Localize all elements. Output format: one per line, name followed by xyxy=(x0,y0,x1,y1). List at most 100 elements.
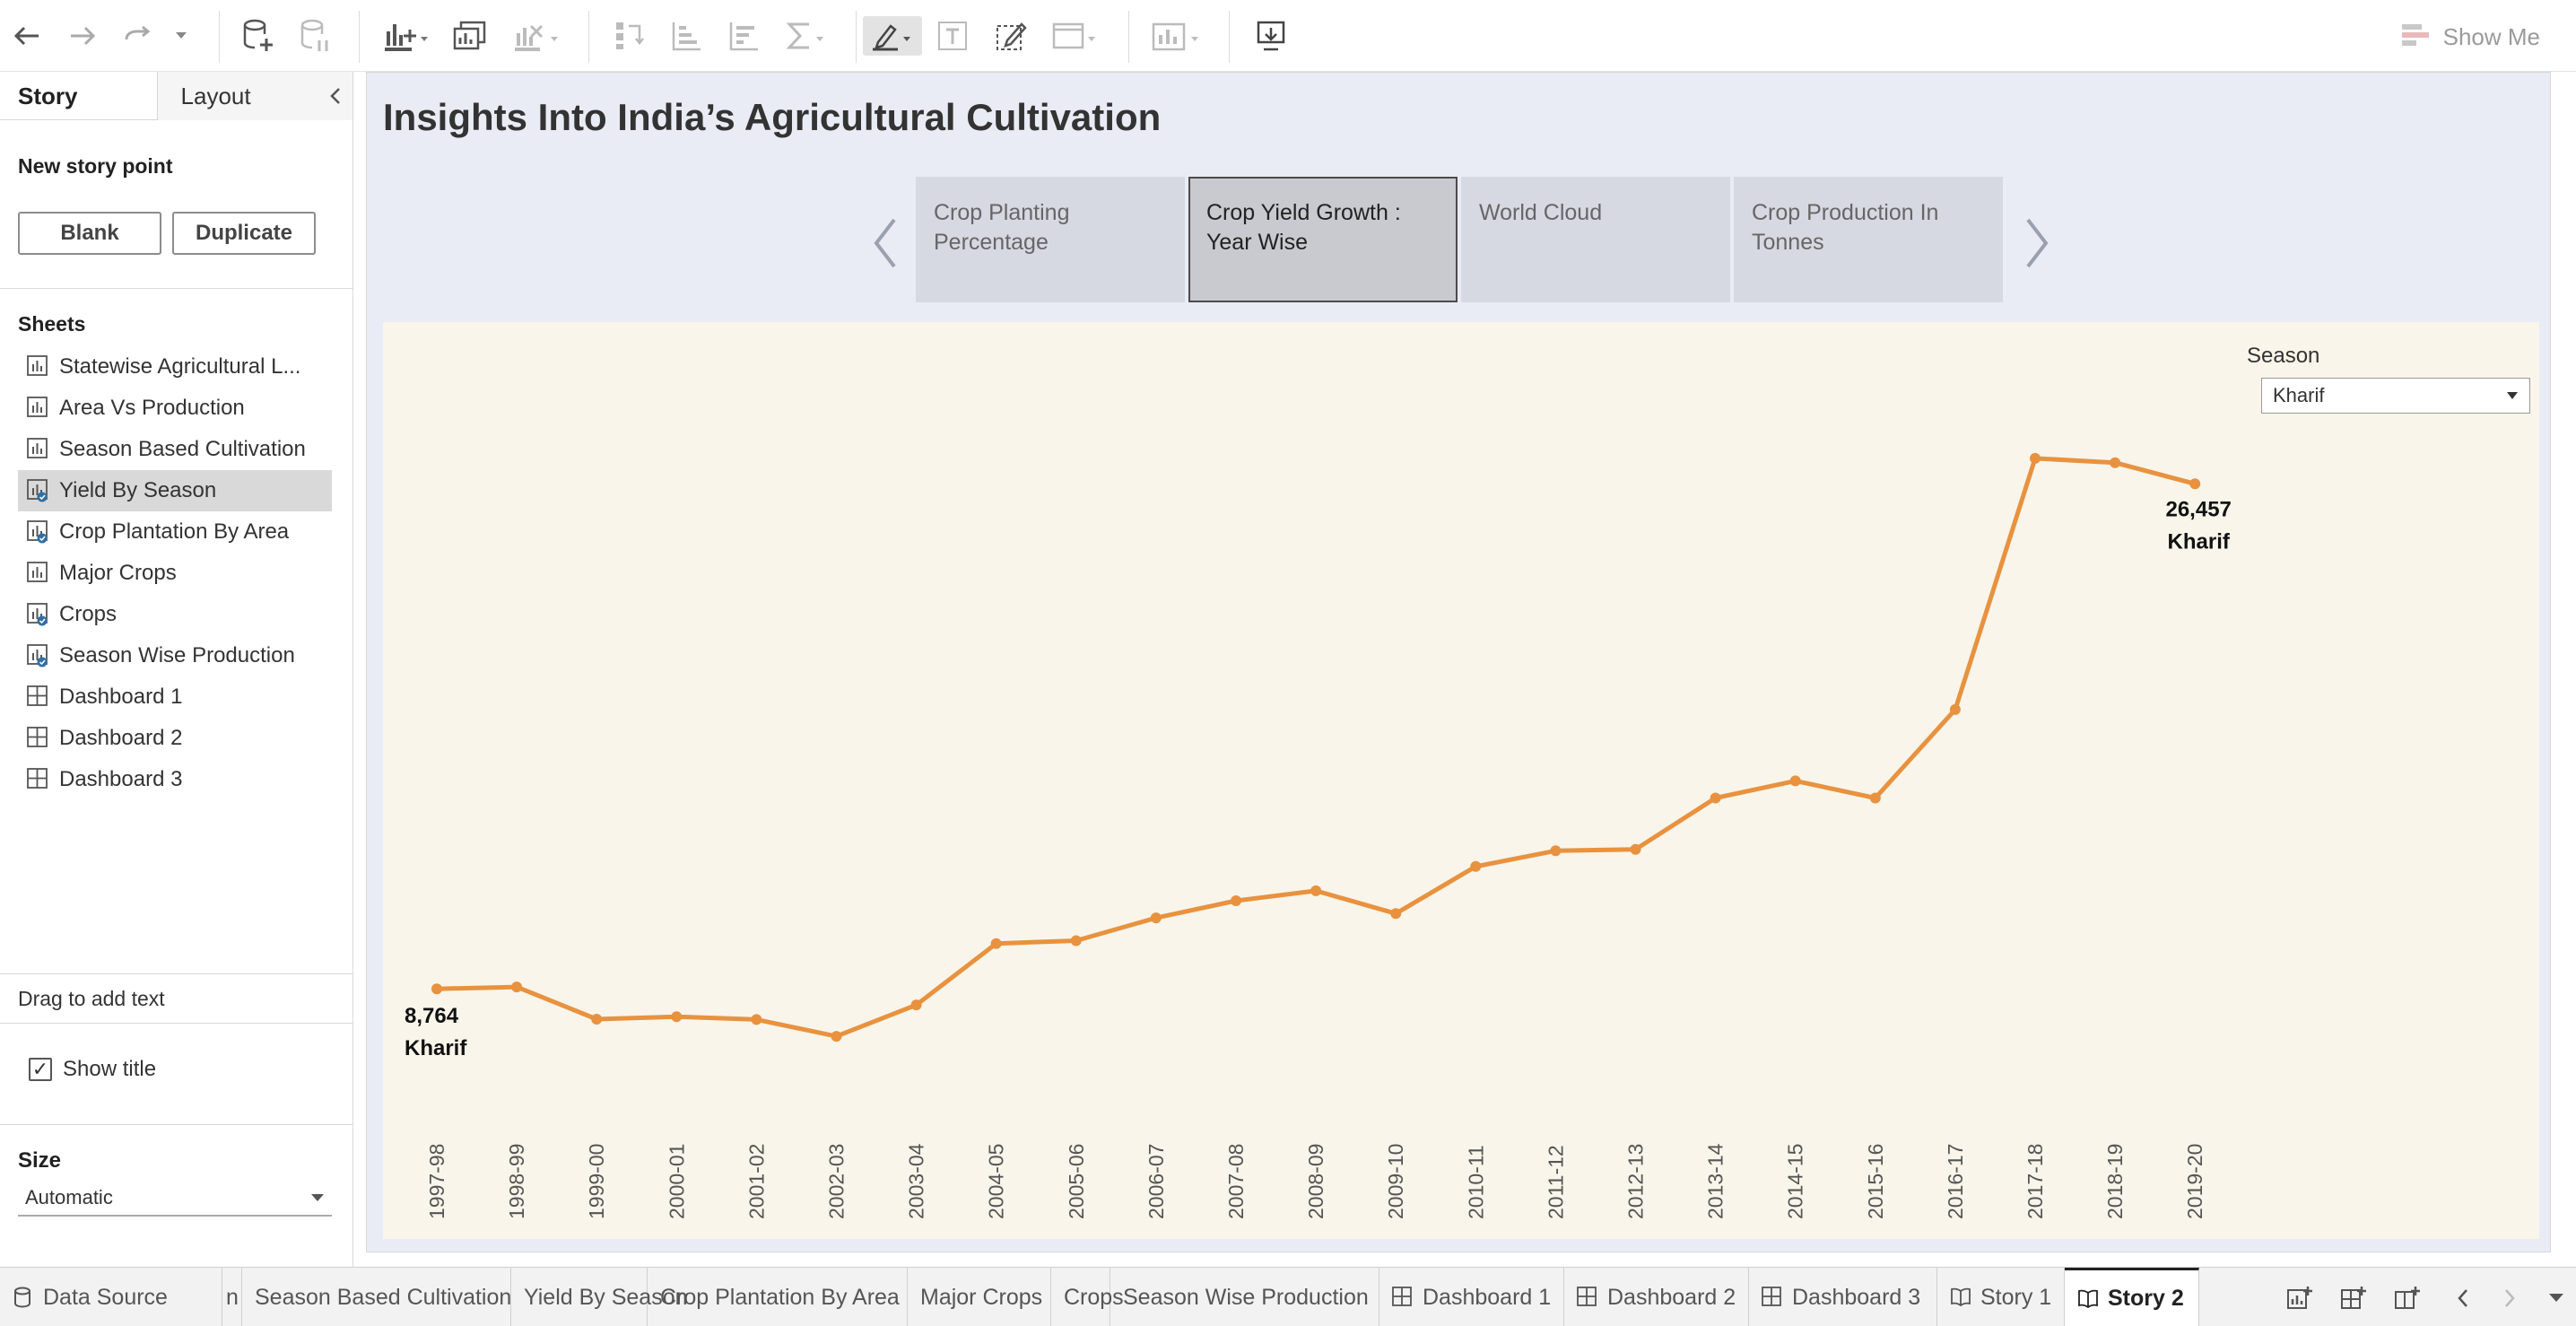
tab-layout[interactable]: Layout xyxy=(157,72,352,120)
new-story-tab-icon[interactable] xyxy=(2393,1284,2422,1313)
story-point-tab[interactable]: Crop Planting Percentage xyxy=(916,177,1185,302)
sheet-tab[interactable]: Dashboard 1 xyxy=(1379,1268,1564,1326)
duplicate-button[interactable]: Duplicate xyxy=(172,212,316,255)
story-point-tab[interactable]: World Cloud xyxy=(1461,177,1730,302)
sheet-tab[interactable]: Major Crops xyxy=(908,1268,1051,1326)
sheet-tab[interactable]: Story 1 xyxy=(1937,1268,2065,1326)
data-point[interactable] xyxy=(1550,845,1562,857)
scroll-tabs-right-icon[interactable] xyxy=(2495,1284,2524,1313)
tabs-menu-icon[interactable] xyxy=(2542,1284,2571,1313)
data-point[interactable] xyxy=(2110,457,2121,468)
sheet-tab[interactable]: n xyxy=(222,1268,242,1326)
data-point[interactable] xyxy=(511,981,523,993)
sheet-item-label: Area Vs Production xyxy=(59,396,245,420)
sheet-item[interactable]: Statewise Agricultural L... xyxy=(18,346,332,388)
sheet-tab-label: Dashboard 3 xyxy=(1792,1284,1921,1310)
scroll-tabs-left-icon[interactable] xyxy=(2449,1284,2477,1313)
blank-button[interactable]: Blank xyxy=(18,212,161,255)
data-point[interactable] xyxy=(431,983,442,995)
sheet-item[interactable]: Season Based Cultivation xyxy=(18,429,332,470)
sheet-tab[interactable]: Data Source xyxy=(0,1268,222,1326)
sort-descending-icon[interactable] xyxy=(725,16,764,56)
data-point[interactable] xyxy=(2189,478,2201,490)
sheet-item[interactable]: Crop Plantation By Area xyxy=(18,511,332,553)
show-title-toggle[interactable]: ✓ Show title xyxy=(29,1057,156,1082)
new-worksheet-icon[interactable] xyxy=(379,16,431,56)
sheet-tab[interactable]: Season Wise Production xyxy=(1110,1268,1379,1326)
forward-arrow-icon[interactable] xyxy=(65,16,100,56)
clear-sheet-icon[interactable] xyxy=(509,16,563,56)
fit-dropdown-icon[interactable] xyxy=(1048,16,1103,56)
swap-rows-columns-icon[interactable] xyxy=(610,16,649,56)
collapse-pane-icon[interactable] xyxy=(329,86,342,106)
series-line-kharif xyxy=(436,456,2196,1039)
new-worksheet-tab-icon[interactable] xyxy=(2285,1284,2314,1313)
present-mode-icon[interactable] xyxy=(1249,16,1293,56)
data-point[interactable] xyxy=(671,1011,683,1023)
data-point[interactable] xyxy=(1390,908,1402,920)
next-story-point-arrow[interactable] xyxy=(2019,207,2055,279)
sheet-item[interactable]: Dashboard 2 xyxy=(18,718,332,759)
sheet-item-label: Season Based Cultivation xyxy=(59,437,306,461)
highlight-pen-icon[interactable] xyxy=(863,16,922,56)
new-dashboard-tab-icon[interactable] xyxy=(2339,1284,2368,1313)
sheet-tab-label: Story 1 xyxy=(1980,1284,2052,1310)
sheet-tab[interactable]: Crop Plantation By Area xyxy=(648,1268,908,1326)
show-title-checkbox[interactable]: ✓ xyxy=(29,1058,52,1081)
data-point[interactable] xyxy=(1710,792,1721,804)
sheet-item[interactable]: Area Vs Production xyxy=(18,388,332,429)
data-point[interactable] xyxy=(591,1014,603,1025)
back-arrow-icon[interactable] xyxy=(9,16,45,56)
show-me-button[interactable]: Show Me xyxy=(2400,20,2540,54)
sheet-tab[interactable]: Dashboard 2 xyxy=(1564,1268,1749,1326)
data-point[interactable] xyxy=(2030,452,2041,464)
data-point[interactable] xyxy=(1789,775,1801,787)
sheet-tab[interactable]: Yield By Season xyxy=(511,1268,688,1326)
pause-data-icon[interactable] xyxy=(296,16,335,56)
data-point[interactable] xyxy=(1869,792,1881,804)
season-filter-dropdown[interactable]: Kharif xyxy=(2261,378,2530,414)
sheet-item[interactable]: Crops xyxy=(18,594,332,635)
show-labels-icon[interactable] xyxy=(1148,16,1207,56)
story-point-tab[interactable]: Crop Production In Tonnes xyxy=(1734,177,2003,302)
sheet-item[interactable]: Yield By Season xyxy=(18,470,332,511)
tab-story[interactable]: Story xyxy=(0,72,158,120)
data-point[interactable] xyxy=(751,1014,762,1025)
totals-sigma-icon[interactable] xyxy=(782,16,832,56)
chevron-down-icon[interactable] xyxy=(172,16,190,56)
sheet-item[interactable]: Dashboard 1 xyxy=(18,676,332,718)
data-point[interactable] xyxy=(1231,895,1241,906)
sheet-tab[interactable]: Story 2 xyxy=(2065,1268,2199,1326)
data-point[interactable] xyxy=(990,938,1002,949)
sheet-tab[interactable]: Dashboard 3 xyxy=(1749,1268,1937,1326)
x-tick-label: 2011-12 xyxy=(1544,1145,1567,1219)
redo-icon[interactable] xyxy=(120,16,156,56)
sheet-item[interactable]: Major Crops xyxy=(18,553,332,594)
drag-to-add-text[interactable]: Drag to add text xyxy=(18,987,165,1010)
data-point[interactable] xyxy=(1470,860,1482,872)
sheet-item-label: Dashboard 3 xyxy=(59,767,183,791)
sheet-tab-label: Crop Plantation By Area xyxy=(660,1284,900,1310)
sort-ascending-icon[interactable] xyxy=(667,16,707,56)
sheet-tab[interactable]: Season Based Cultivation xyxy=(242,1268,511,1326)
data-point[interactable] xyxy=(1150,912,1162,924)
sheet-item[interactable]: Dashboard 3 xyxy=(18,759,332,800)
previous-story-point-arrow[interactable] xyxy=(867,207,903,279)
dashboard-icon xyxy=(1392,1287,1414,1308)
sheet-tab-label: Crops xyxy=(1064,1284,1124,1310)
x-tick-label: 2018-19 xyxy=(2103,1144,2127,1219)
sheet-item[interactable]: Season Wise Production xyxy=(18,635,332,676)
size-dropdown[interactable]: Automatic xyxy=(18,1181,332,1217)
new-data-source-icon[interactable] xyxy=(239,16,278,56)
data-point[interactable] xyxy=(910,999,922,1011)
data-point[interactable] xyxy=(831,1031,842,1042)
duplicate-sheet-icon[interactable] xyxy=(450,16,490,56)
data-point[interactable] xyxy=(1310,885,1322,896)
data-point[interactable] xyxy=(1949,703,1961,715)
format-workbook-icon[interactable] xyxy=(992,16,1031,56)
data-point[interactable] xyxy=(1070,935,1082,947)
sheet-tab[interactable]: Crops xyxy=(1051,1268,1124,1326)
text-label-icon[interactable] xyxy=(933,16,972,56)
data-point[interactable] xyxy=(1630,843,1641,855)
story-point-tab[interactable]: Crop Yield Growth : Year Wise xyxy=(1188,177,1458,302)
